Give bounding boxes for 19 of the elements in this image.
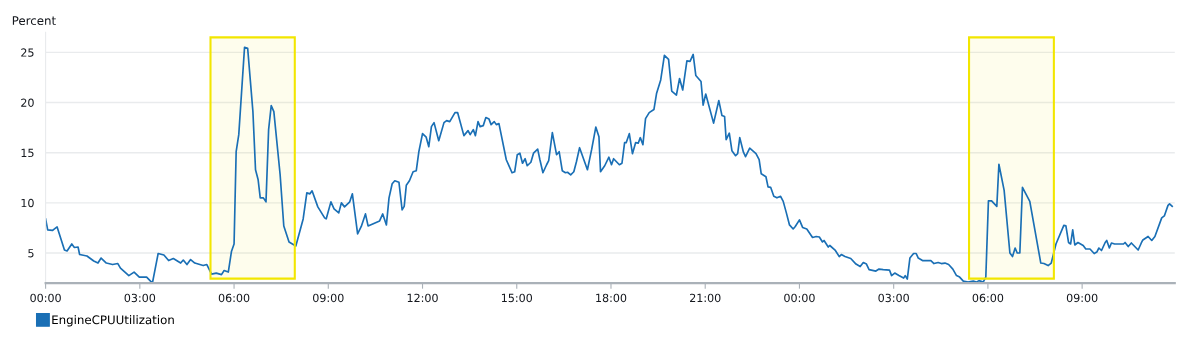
legend-label: EngineCPUUtilization [52,315,174,327]
x-tick-label: 03:00 [878,293,909,303]
y-tick-label: 10 [21,198,34,208]
x-tick-label: 06:00 [218,293,250,303]
x-tick-label: 09:00 [1066,293,1098,303]
x-tick-label: 03:00 [124,293,156,303]
y-axis-title: Percent [12,16,56,26]
x-tick-label: 09:00 [313,293,344,303]
x-tick-label: 15:00 [501,293,533,303]
x-tick-label: 06:00 [972,293,1004,303]
x-tick-label: 18:00 [596,293,627,303]
x-tick-label: 12:00 [407,293,438,303]
y-tick-label: 5 [28,249,34,258]
x-tick-label: 00:00 [784,293,815,303]
y-tick-label: 15 [21,148,34,158]
y-tick-label: 20 [21,98,34,107]
x-tick-label: 21:00 [690,293,721,303]
y-tick-label: 25 [21,48,34,57]
x-tick-label: 00:00 [30,293,61,303]
